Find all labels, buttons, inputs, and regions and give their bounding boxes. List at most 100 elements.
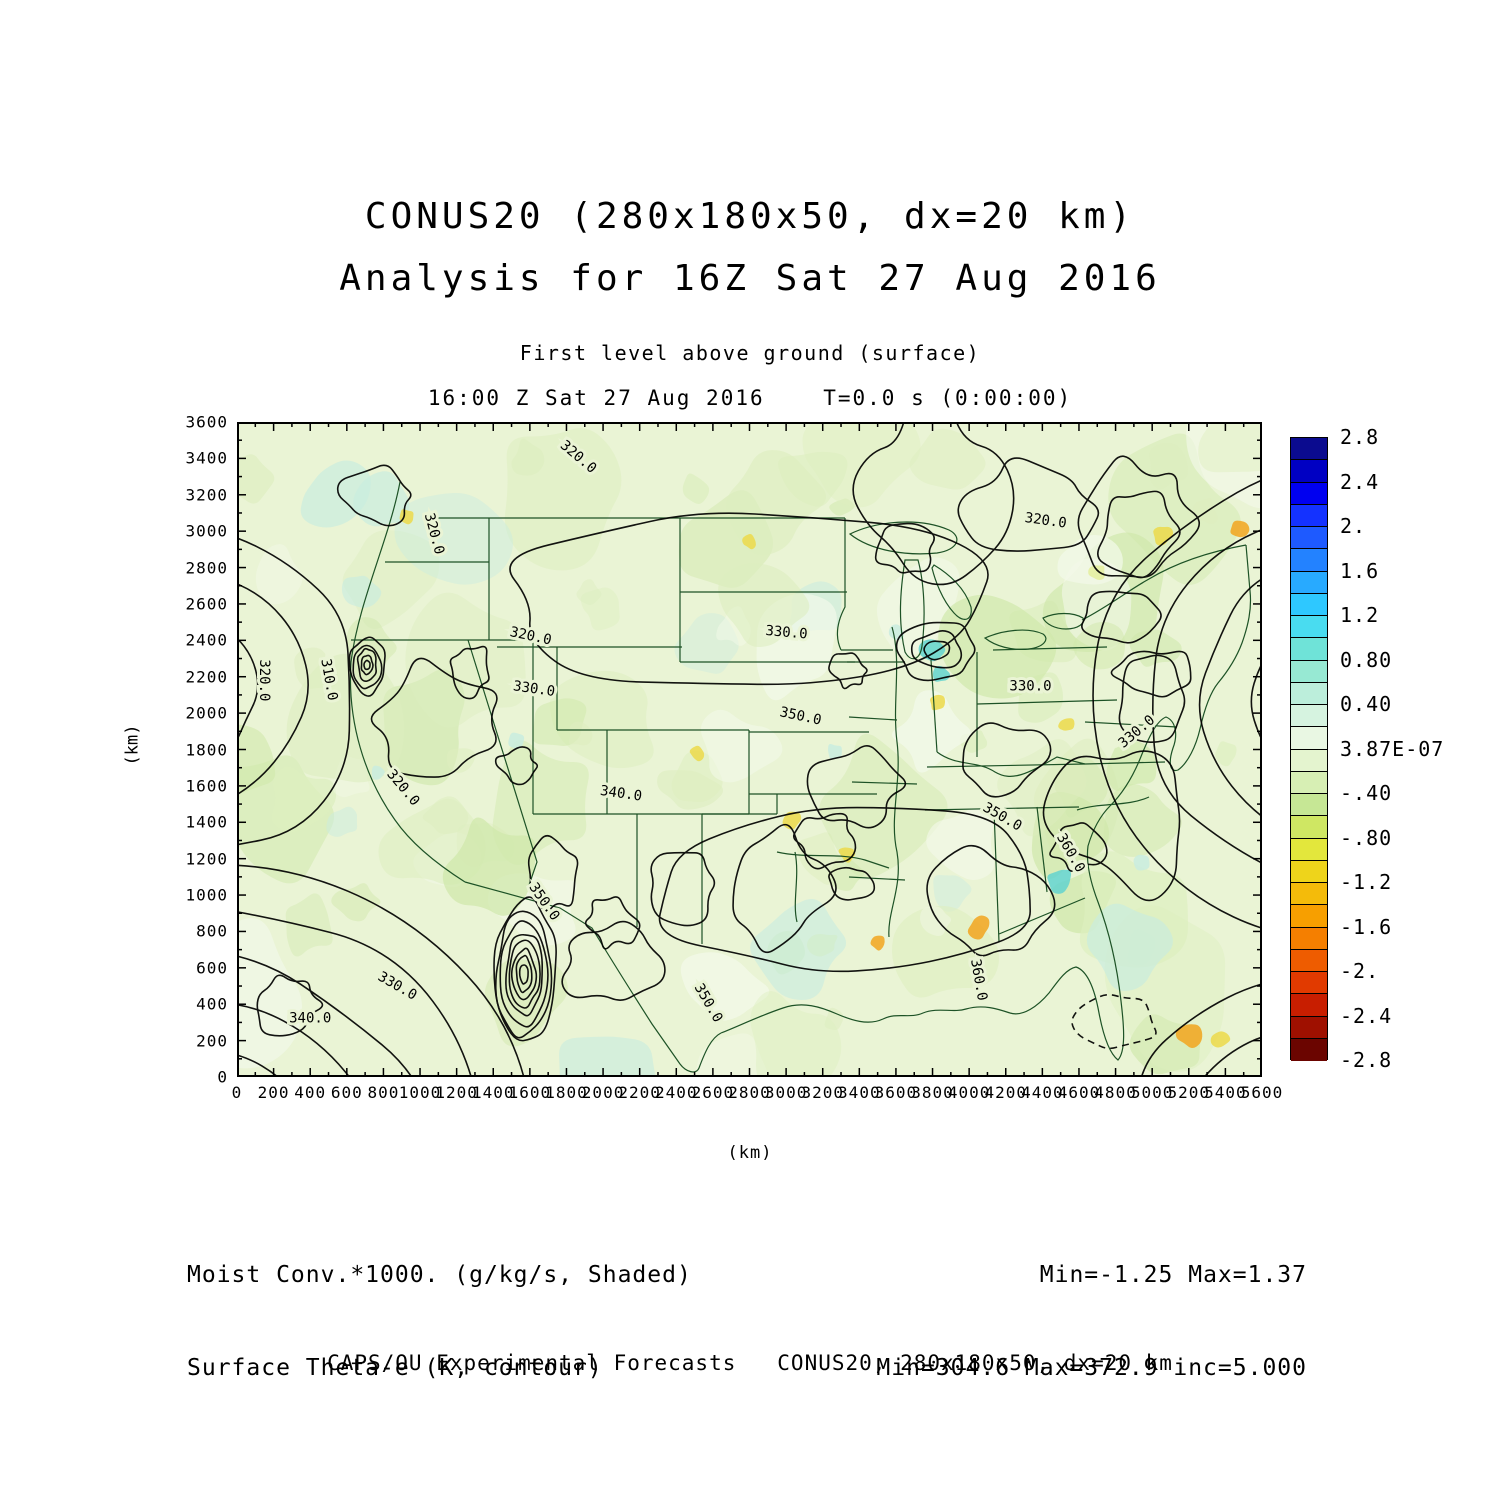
contour-label: 320.0 [256, 659, 272, 701]
colorbar-segment [1291, 660, 1327, 683]
colorbar-segment [1291, 705, 1327, 728]
y-tick-label: 3200 [185, 485, 228, 505]
colorbar-segment [1291, 1038, 1327, 1061]
colorbar-segment [1291, 593, 1327, 616]
plot-title-line2: Analysis for 16Z Sat 27 Aug 2016 [339, 258, 1161, 299]
colorbar-segment [1291, 905, 1327, 928]
y-axis-ticks: 0 200 400 600 800 1000 1200 1400 1600 1800 2000 220… [158, 413, 228, 1087]
x-axis-ticks: 0 200 400 600 800 1000 1200 1400 1600 1800 2000 220… [232, 1083, 1283, 1105]
y-tick-label: 400 [196, 994, 228, 1014]
y-tick-label: 2400 [185, 630, 228, 650]
y-tick-label: 1000 [185, 885, 228, 905]
y-tick-label: 3400 [185, 448, 228, 468]
contour-layer [237, 422, 1262, 1077]
y-tick-label: 2000 [185, 703, 228, 723]
y-axis-label: (km) [122, 724, 143, 766]
footer-caption: CAPS/OU Experimental Forecasts CONUS20, … [327, 1351, 1173, 1375]
x-tick-label: 3600 [874, 1083, 918, 1102]
x-tick-label: 3800 [911, 1083, 954, 1102]
colorbar-segment [1291, 816, 1327, 839]
colorbar-tick-label: 3.87E-07 [1340, 736, 1445, 761]
y-tick-label: 2800 [185, 558, 228, 578]
x-tick-label: 4200 [984, 1083, 1028, 1102]
x-tick-label: 5600 [1240, 1083, 1284, 1102]
colorbar-segment [1291, 794, 1327, 817]
x-tick-label: 1200 [435, 1083, 478, 1102]
colorbar-segment [1291, 771, 1327, 794]
colorbar-tick-label: 1.2 [1340, 603, 1380, 627]
shaded-field-stats: Min=-1.25 Max=1.37 [1039, 1262, 1307, 1288]
x-tick-label: 3200 [801, 1083, 844, 1102]
x-tick-label: 2200 [618, 1083, 661, 1102]
x-tick-label: 400 [294, 1083, 327, 1102]
y-tick-label: 1400 [185, 812, 228, 832]
colorbar-segment [1291, 482, 1327, 505]
colorbar-segment [1291, 682, 1327, 705]
x-tick-label: 4000 [947, 1083, 991, 1102]
y-tick-label: 1600 [185, 776, 228, 796]
x-tick-label: 2000 [581, 1083, 625, 1102]
y-tick-label: 2200 [185, 667, 228, 687]
y-tick-label: 1800 [185, 740, 228, 759]
colorbar-segment [1291, 949, 1327, 972]
colorbar-segment [1291, 860, 1327, 883]
x-tick-label: 0 [231, 1083, 243, 1102]
colorbar-segment [1291, 883, 1327, 906]
x-tick-label: 1600 [508, 1083, 552, 1102]
x-tick-label: 3000 [764, 1083, 808, 1102]
y-tick-label: 3000 [185, 521, 228, 541]
colorbar-segment [1291, 749, 1327, 772]
x-tick-label: 2400 [655, 1083, 698, 1102]
x-tick-label: 1400 [471, 1083, 515, 1102]
x-tick-label: 800 [367, 1083, 400, 1102]
shaded-field-layer [237, 422, 1262, 1077]
colorbar-segment [1291, 527, 1327, 550]
contour-field-stats: Min=304.6 Max=372.9 inc=5.000 [876, 1355, 1307, 1381]
colorbar-tick-label: 0.80 [1340, 647, 1393, 672]
contour-field-caption: Surface Theta-e (K, contour) [187, 1355, 603, 1381]
colorbar-segment [1291, 438, 1327, 461]
x-tick-label: 4400 [1021, 1083, 1064, 1102]
plot-title-line1: CONUS20 (280x180x50, dx=20 km) [364, 196, 1136, 237]
colorbar-tick-label: -.40 [1340, 781, 1393, 805]
colorbar-segment [1291, 1016, 1327, 1039]
x-tick-label: 4800 [1094, 1083, 1137, 1102]
colorbar-segment [1291, 927, 1327, 950]
x-tick-label: 600 [330, 1083, 363, 1102]
x-axis-label: (km) [727, 1143, 773, 1163]
colorbar-segment [1291, 616, 1327, 639]
legend-left-column: Moist Conv.*1000. (g/kg/s, Shaded) Surfa… [187, 1198, 692, 1446]
colorbar-tick-label: -.80 [1340, 825, 1393, 850]
y-tick-label: 800 [196, 921, 228, 941]
x-tick-label: 5000 [1130, 1083, 1174, 1102]
y-tick-label: 600 [196, 958, 228, 978]
x-tick-label: 2800 [728, 1083, 771, 1102]
colorbar-tick-label: -2.8 [1340, 1048, 1393, 1072]
colorbar-tick-label: 2. [1340, 514, 1367, 538]
colorbar-tick-label: -2.4 [1340, 1003, 1393, 1028]
y-tick-label: 0 [217, 1067, 228, 1087]
x-tick-label: 5400 [1204, 1083, 1247, 1102]
level-subtitle: First level above ground (surface) [519, 341, 981, 365]
contour-label: 330.0 [1009, 678, 1051, 694]
x-tick-label: 2600 [691, 1083, 735, 1102]
colorbar-segment [1291, 727, 1327, 750]
contour-label: 340.0 [289, 1010, 331, 1026]
valid-time-subtitle: 16:00 Z Sat 27 Aug 2016 T=0.0 s (0:00:00… [427, 386, 1073, 410]
colorbar-segment [1291, 460, 1327, 483]
x-tick-label: 1800 [545, 1083, 588, 1102]
colorbar-segment [1291, 838, 1327, 861]
x-tick-label: 4600 [1057, 1083, 1101, 1102]
legend-right-column: Min=-1.25 Max=1.37 Min=304.6 Max=372.9 i… [840, 1198, 1307, 1446]
colorbar-segment [1291, 972, 1327, 995]
colorbar-tick-label: -2. [1340, 959, 1380, 983]
x-tick-label: 1000 [398, 1083, 442, 1102]
colorbar-tick-label: 2.8 [1340, 425, 1380, 449]
colorbar-tick-label: 1.6 [1340, 558, 1380, 583]
colorbar-tick-label: 0.40 [1340, 692, 1393, 716]
y-tick-label: 3600 [185, 412, 228, 432]
colorbar-tick-label: 2.4 [1340, 469, 1380, 494]
y-tick-label: 2600 [185, 594, 228, 614]
